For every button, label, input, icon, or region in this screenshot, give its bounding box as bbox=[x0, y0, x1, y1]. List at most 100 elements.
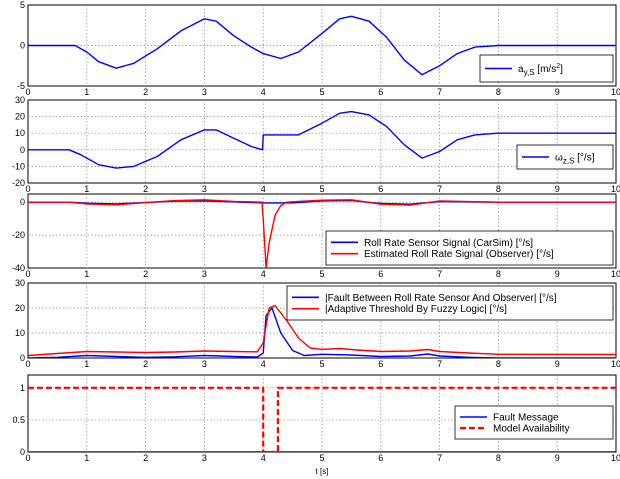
x-tick-label: 1 bbox=[84, 184, 89, 194]
series-line-2 bbox=[28, 386, 616, 452]
x-tick-label: 7 bbox=[437, 184, 442, 194]
x-tick-label: 1 bbox=[84, 269, 89, 279]
legend-box bbox=[454, 405, 614, 440]
x-tick-label: 6 bbox=[378, 269, 383, 279]
legend-label: Roll Rate Sensor Signal (CarSim) [°/s] bbox=[364, 238, 533, 249]
x-tick-label: 9 bbox=[555, 87, 560, 97]
x-tick-label: 3 bbox=[202, 184, 207, 194]
panel-4: 0 1 2 3 4 5 6 7 8 9 10 0 10 20 30 |Fault Between Roll R… bbox=[15, 278, 620, 369]
legend-box bbox=[286, 285, 614, 321]
y-tick-label: 0 bbox=[20, 41, 25, 51]
y-tick-label: -20 bbox=[12, 178, 25, 188]
x-tick-label: 10 bbox=[611, 359, 620, 369]
x-tick-label: 2 bbox=[143, 453, 148, 463]
y-tick-label: 0 bbox=[20, 197, 25, 207]
y-tick-label: 20 bbox=[15, 303, 25, 313]
series-line-2 bbox=[28, 304, 616, 357]
legend: Roll Rate Sensor Signal (CarSim) [°/s]Es… bbox=[325, 230, 614, 266]
legend-label: |Fault Between Roll Rate Sensor And Obse… bbox=[325, 293, 557, 304]
x-tick-label: 6 bbox=[378, 87, 383, 97]
y-tick-label: 0 bbox=[20, 145, 25, 155]
y-tick-label: 0.5 bbox=[12, 415, 25, 425]
x-tick-label: 4 bbox=[261, 269, 266, 279]
x-tick-label: 3 bbox=[202, 87, 207, 97]
x-tick-label: 10 bbox=[611, 269, 620, 279]
y-tick-label: 10 bbox=[15, 328, 25, 338]
panel-2: 0 1 2 3 4 5 6 7 8 9 10 -20 -10 0 10 20 30 ωz,S [°/s] bbox=[12, 95, 620, 194]
x-tick-label: 1 bbox=[84, 453, 89, 463]
x-tick-label: 4 bbox=[261, 359, 266, 369]
legend-label: Model Availability bbox=[493, 424, 570, 435]
x-tick-label: 2 bbox=[143, 269, 148, 279]
x-tick-label: 9 bbox=[555, 359, 560, 369]
x-tick-label: 8 bbox=[496, 269, 501, 279]
x-tick-label: 2 bbox=[143, 184, 148, 194]
legend: ay,S [m/s2] bbox=[479, 54, 614, 83]
x-tick-label: 10 bbox=[611, 184, 620, 194]
x-tick-label: 9 bbox=[555, 453, 560, 463]
x-tick-label: 1 bbox=[84, 359, 89, 369]
y-tick-label: 20 bbox=[15, 112, 25, 122]
series-line-1 bbox=[28, 110, 616, 169]
x-tick-label: 10 bbox=[611, 453, 620, 463]
y-tick-label: 30 bbox=[15, 95, 25, 105]
x-tick-label: 5 bbox=[319, 269, 324, 279]
x-tick-label: 6 bbox=[378, 453, 383, 463]
x-tick-label: 3 bbox=[202, 359, 207, 369]
y-tick-label: 0 bbox=[20, 447, 25, 457]
legend-label: |Adaptive Threshold By Fuzzy Logic| [°/s… bbox=[325, 304, 507, 315]
series-line-2 bbox=[28, 199, 616, 268]
x-tick-label: 8 bbox=[496, 87, 501, 97]
x-tick-label: 5 bbox=[319, 184, 324, 194]
x-tick-label: 0 bbox=[25, 87, 30, 97]
x-tick-label: 4 bbox=[261, 87, 266, 97]
x-tick-label: 6 bbox=[378, 359, 383, 369]
x-tick-label: 7 bbox=[437, 453, 442, 463]
x-tick-label: 8 bbox=[496, 453, 501, 463]
y-tick-label: -5 bbox=[17, 81, 25, 91]
x-tick-label: 4 bbox=[261, 453, 266, 463]
legend-label: Fault Message bbox=[493, 413, 559, 424]
x-tick-label: 8 bbox=[496, 359, 501, 369]
legend: ωz,S [°/s] bbox=[516, 144, 614, 170]
y-tick-label: 10 bbox=[15, 128, 25, 138]
x-tick-label: 3 bbox=[202, 269, 207, 279]
y-tick-label: 0 bbox=[20, 353, 25, 363]
legend-label: Estimated Roll Rate Signal (Observer) [°… bbox=[364, 249, 554, 260]
x-tick-label: 4 bbox=[261, 184, 266, 194]
y-tick-label: 1 bbox=[20, 383, 25, 393]
y-tick-label: -10 bbox=[12, 161, 25, 171]
series-line-1 bbox=[28, 15, 616, 76]
x-tick-label: 1 bbox=[84, 87, 89, 97]
legend-box bbox=[325, 230, 614, 266]
x-tick-label: 7 bbox=[437, 359, 442, 369]
x-tick-label: 9 bbox=[555, 184, 560, 194]
x-tick-label: 5 bbox=[319, 359, 324, 369]
panel-3: 0 1 2 3 4 5 6 7 8 9 10 -40 -20 0 Roll Rate Sensor Sign… bbox=[12, 193, 620, 279]
y-tick-label: 5 bbox=[20, 0, 25, 10]
x-tick-label: 8 bbox=[496, 184, 501, 194]
y-tick-label: 30 bbox=[15, 278, 25, 288]
x-tick-label: 3 bbox=[202, 453, 207, 463]
y-tick-label: -40 bbox=[12, 263, 25, 273]
x-tick-label: 2 bbox=[143, 359, 148, 369]
legend: |Fault Between Roll Rate Sensor And Obse… bbox=[286, 285, 614, 321]
legend-label: ay,S [m/s2] bbox=[518, 63, 563, 77]
x-tick-label: 2 bbox=[143, 87, 148, 97]
x-axis-label: t [s] bbox=[316, 467, 329, 476]
legend-label: ωz,S [°/s] bbox=[555, 153, 595, 166]
series-line-1 bbox=[28, 307, 616, 358]
x-tick-label: 0 bbox=[25, 269, 30, 279]
x-tick-label: 7 bbox=[437, 87, 442, 97]
x-tick-label: 5 bbox=[319, 453, 324, 463]
x-tick-label: 6 bbox=[378, 184, 383, 194]
x-tick-label: 0 bbox=[25, 184, 30, 194]
x-tick-label: 7 bbox=[437, 269, 442, 279]
x-tick-label: 9 bbox=[555, 269, 560, 279]
x-tick-label: 0 bbox=[25, 453, 30, 463]
x-tick-label: 10 bbox=[611, 87, 620, 97]
